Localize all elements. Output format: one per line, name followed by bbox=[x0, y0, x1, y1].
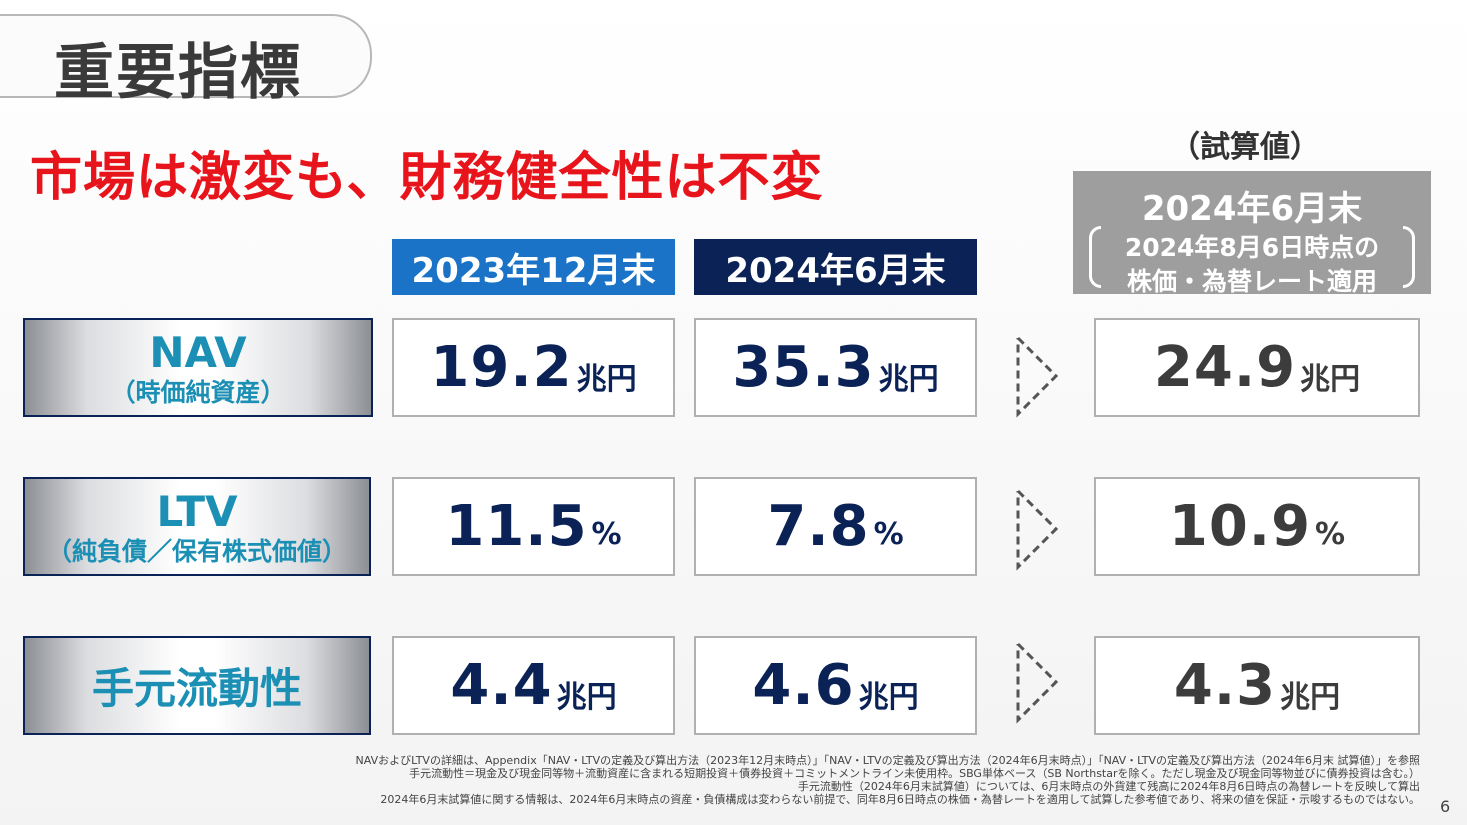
dashed-arrow-right-icon bbox=[1016, 489, 1059, 571]
value-number: 4.6 bbox=[752, 653, 855, 718]
estimate-header-line1: 2024年6月末 bbox=[1141, 189, 1363, 229]
ltv-value-estimate: 10.9% bbox=[1094, 477, 1420, 576]
nav-value-2023-12: 19.2 兆円 bbox=[392, 318, 675, 417]
dashed-arrow-right-icon bbox=[1016, 642, 1059, 724]
row-label-main: LTV bbox=[156, 487, 238, 536]
title-tab bbox=[0, 14, 372, 98]
value-number: 24.9 bbox=[1153, 335, 1297, 400]
estimate-header-line2: 2024年8月6日時点の bbox=[1124, 233, 1380, 262]
row-label-sub: （純負債／保有株式価値） bbox=[46, 537, 347, 566]
value-unit: % bbox=[591, 517, 622, 552]
dashed-arrow-right-icon bbox=[1016, 336, 1059, 418]
estimate-header-line3: 株価・為替レート適用 bbox=[1126, 267, 1377, 296]
column-header-2023-12: 2023年12月末 bbox=[392, 239, 675, 295]
footnote-3: 手元流動性（2024年6月末試算値）については、6月末時点の外貨建て残高に202… bbox=[797, 780, 1420, 793]
value-number: 4.3 bbox=[1173, 653, 1277, 718]
estimate-label: （試算値） bbox=[1170, 130, 1320, 165]
value-number: 19.2 bbox=[430, 335, 573, 400]
value-unit: 兆円 bbox=[576, 361, 637, 397]
row-label-ltv: LTV （純負債／保有株式価値） bbox=[23, 477, 371, 576]
value-number: 35.3 bbox=[732, 335, 875, 400]
liquidity-value-2023-12: 4.4 兆円 bbox=[392, 636, 675, 735]
row-label-sub: （時価純資産） bbox=[110, 378, 286, 407]
value-number: 11.5 bbox=[445, 494, 588, 559]
liquidity-value-2024-06: 4.6 兆円 bbox=[694, 636, 977, 735]
value-unit: 兆円 bbox=[858, 679, 919, 715]
value-number: 4.4 bbox=[450, 653, 553, 718]
row-label-main: NAV bbox=[149, 328, 247, 377]
value-unit: 兆円 bbox=[1300, 361, 1361, 397]
page-title: 重要指標 bbox=[54, 38, 302, 108]
nav-value-2024-06: 35.3 兆円 bbox=[694, 318, 977, 417]
footnote-2: 手元流動性＝現金及び現金同等物＋流動資産に含まれる短期投資＋債券投資＋コミットメ… bbox=[409, 767, 1420, 780]
ltv-value-2023-12: 11.5% bbox=[392, 477, 675, 576]
left-bracket-decoration bbox=[1089, 226, 1101, 288]
value-number: 7.8 bbox=[767, 494, 870, 559]
value-unit: 兆円 bbox=[878, 361, 939, 397]
column-header-2024-06: 2024年6月末 bbox=[694, 239, 977, 295]
row-label-nav: NAV （時価純資産） bbox=[23, 318, 373, 417]
headline: 市場は激変も、財務健全性は不変 bbox=[30, 148, 824, 208]
ltv-value-2024-06: 7.8% bbox=[694, 477, 977, 576]
value-unit: 兆円 bbox=[1280, 679, 1341, 715]
value-unit: % bbox=[873, 517, 904, 552]
value-number: 10.9 bbox=[1168, 494, 1312, 559]
value-unit: % bbox=[1315, 517, 1346, 552]
row-label-main: 手元流動性 bbox=[91, 664, 302, 713]
liquidity-value-estimate: 4.3 兆円 bbox=[1094, 636, 1420, 735]
column-header-estimate: 2024年6月末 2024年8月6日時点の 株価・為替レート適用 bbox=[1073, 171, 1431, 296]
footnote-1: NAVおよびLTVの詳細は、Appendix「NAV・LTVの定義及び算出方法（… bbox=[355, 754, 1420, 767]
right-bracket-decoration bbox=[1403, 226, 1415, 288]
value-unit: 兆円 bbox=[556, 679, 617, 715]
page-number: 6 bbox=[1440, 797, 1451, 816]
footnote-4: 2024年6月末試算値に関する情報は、2024年6月末時点の資産・負債構成は変わ… bbox=[380, 793, 1420, 806]
row-label-liquidity: 手元流動性 bbox=[23, 636, 371, 735]
nav-value-estimate: 24.9 兆円 bbox=[1094, 318, 1420, 417]
